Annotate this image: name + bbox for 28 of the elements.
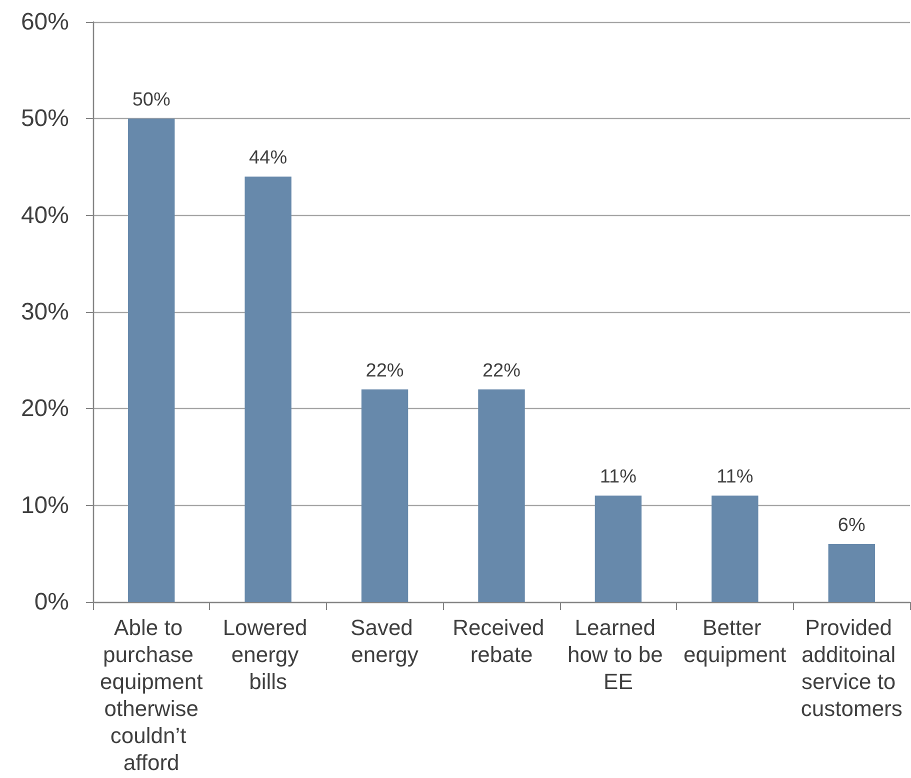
data-label: 50% [132,90,170,111]
y-tick-label: 0% [34,588,69,616]
x-tick-label: Received rebate [452,615,550,667]
bar [712,496,758,602]
y-tick-label: 60% [20,8,69,36]
x-tick-label: Lowered energy bills [222,615,314,694]
y-tick-label: 10% [20,492,69,519]
data-label: 6% [838,515,866,536]
x-tick-label: Saved energy [350,615,420,667]
data-label: 11% [716,466,754,488]
y-tick-label: 40% [20,202,69,229]
x-tick-label: Provided additoinal service to customers [800,615,902,721]
data-label: 11% [600,466,637,488]
y-tick-label: 50% [20,105,69,132]
data-label: 22% [366,360,404,382]
bar [128,118,175,602]
bar [244,176,292,602]
bar [594,496,642,602]
data-label: 22% [482,360,521,382]
x-tick-label: Learned how to be EE [567,615,669,694]
data-label: 44% [249,148,288,169]
bar [478,389,525,602]
x-tick-label: Better equipment [684,615,786,667]
bar [828,544,875,602]
x-tick-label: Able to purchase equipment otherwise couldn’t afford [98,615,205,775]
y-tick-label: 20% [20,395,69,422]
bar [361,389,408,602]
y-tick-label: 30% [20,298,69,326]
